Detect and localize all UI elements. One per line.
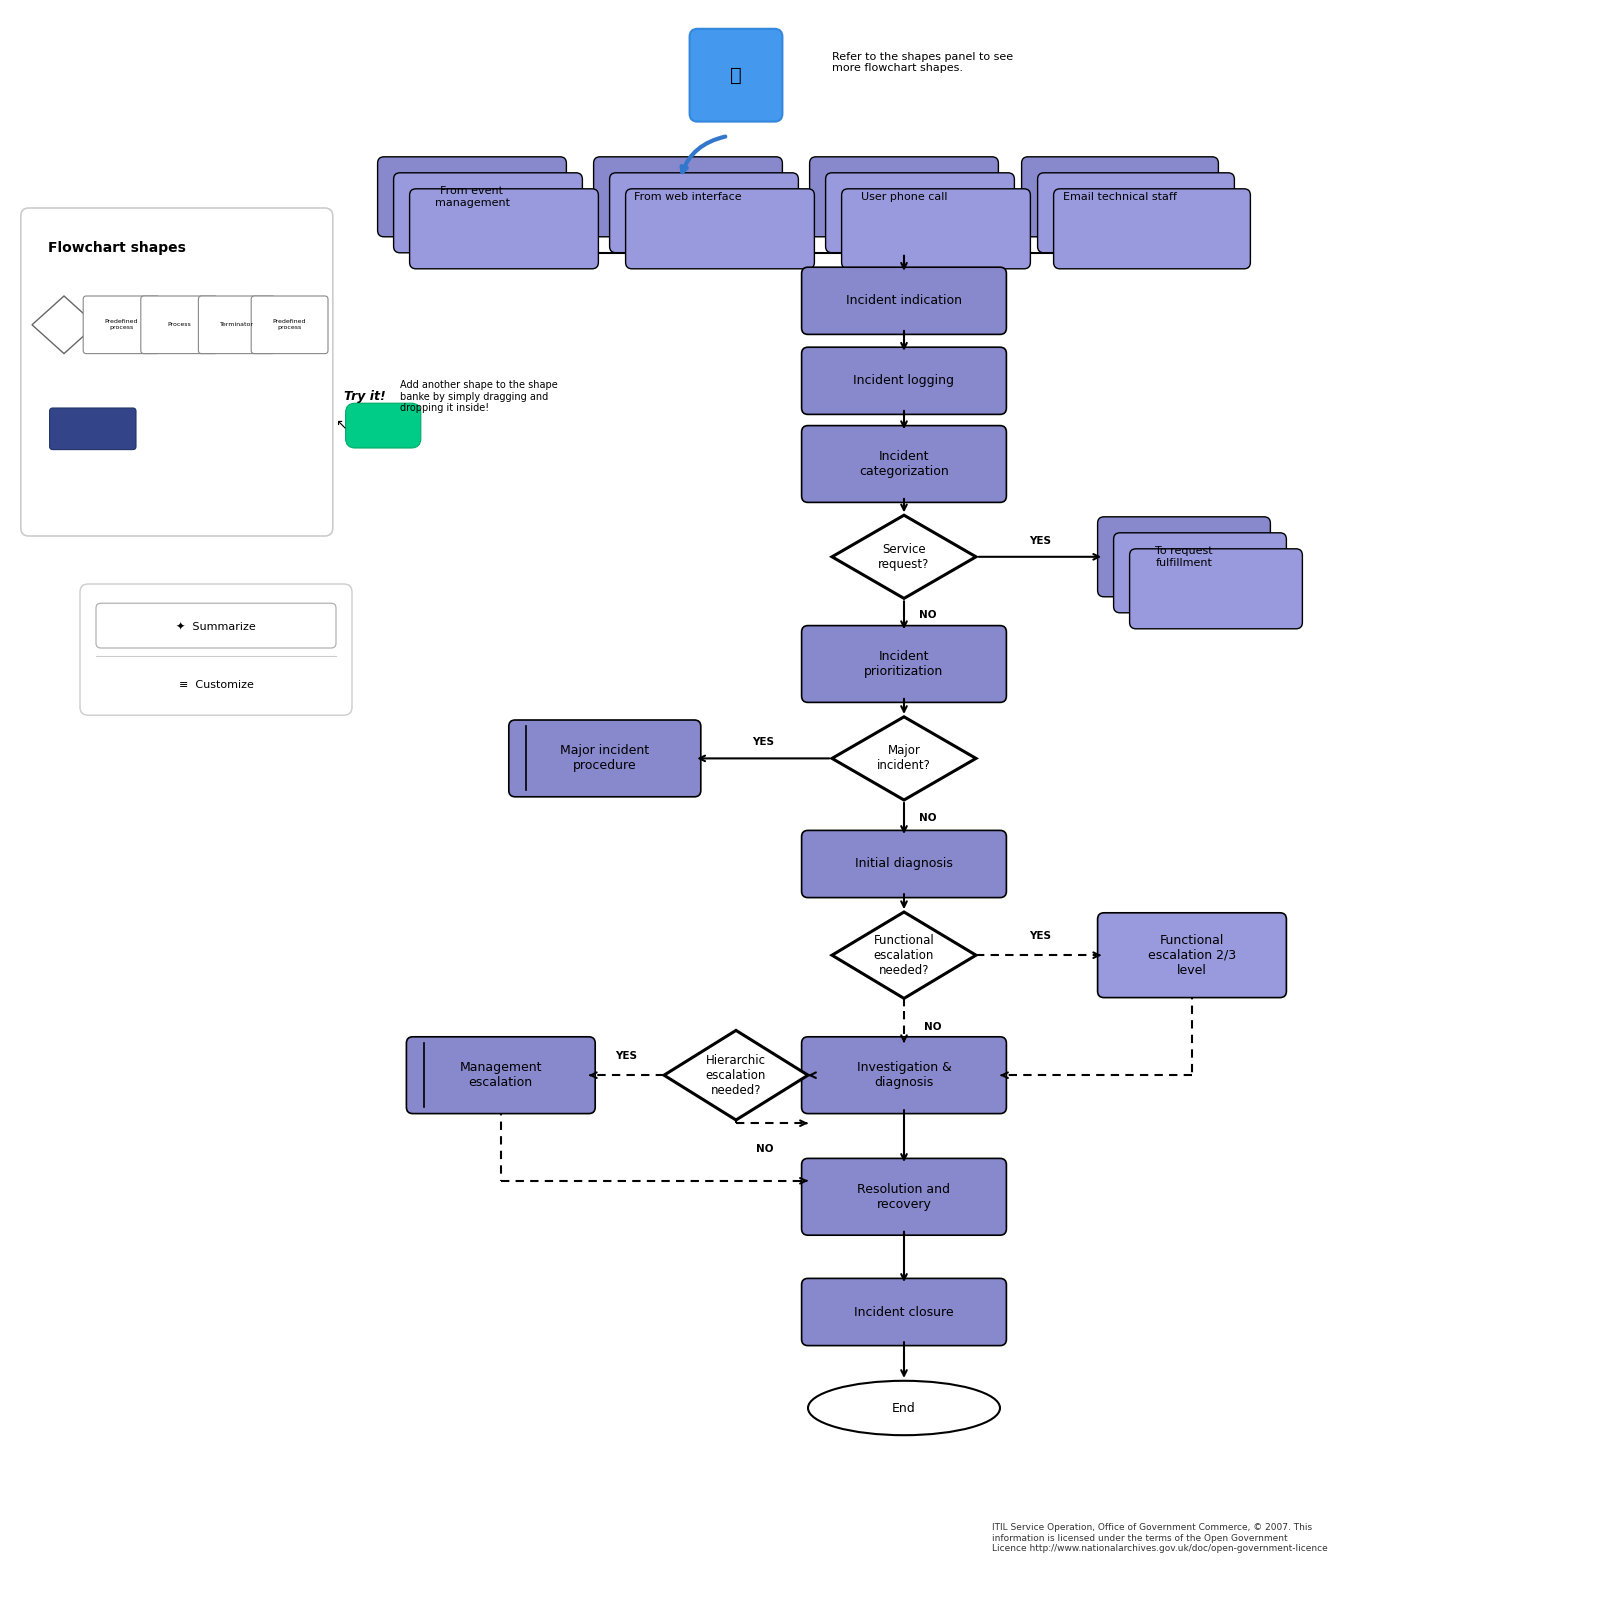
FancyBboxPatch shape [378, 157, 566, 237]
FancyBboxPatch shape [96, 603, 336, 648]
FancyBboxPatch shape [346, 403, 421, 448]
Text: Major
incident?: Major incident? [877, 744, 931, 773]
Text: Incident logging: Incident logging [853, 374, 955, 387]
Text: NO: NO [925, 1022, 941, 1032]
Text: From web interface: From web interface [634, 192, 742, 202]
FancyBboxPatch shape [1098, 517, 1270, 597]
Text: YES: YES [752, 738, 774, 747]
Text: Process: Process [168, 322, 190, 328]
Text: YES: YES [1029, 536, 1051, 546]
FancyBboxPatch shape [83, 296, 160, 354]
FancyBboxPatch shape [141, 296, 218, 354]
FancyBboxPatch shape [802, 347, 1006, 414]
FancyBboxPatch shape [826, 173, 1014, 253]
FancyBboxPatch shape [802, 426, 1006, 502]
FancyBboxPatch shape [690, 29, 782, 122]
Text: Management
escalation: Management escalation [459, 1061, 542, 1090]
FancyBboxPatch shape [802, 1158, 1006, 1235]
FancyBboxPatch shape [802, 1037, 1006, 1114]
FancyBboxPatch shape [1114, 533, 1286, 613]
FancyBboxPatch shape [1021, 157, 1219, 237]
Text: ✦  Summarize: ✦ Summarize [176, 622, 256, 632]
Text: Email technical staff: Email technical staff [1062, 192, 1178, 202]
FancyBboxPatch shape [1037, 173, 1235, 253]
Text: 💡: 💡 [730, 66, 742, 85]
FancyBboxPatch shape [80, 584, 352, 715]
Text: Add another shape to the shape
banke by simply dragging and
dropping it inside!: Add another shape to the shape banke by … [400, 381, 558, 413]
Text: To request
fulfillment: To request fulfillment [1155, 546, 1213, 568]
Text: Service
request?: Service request? [878, 542, 930, 571]
FancyBboxPatch shape [802, 830, 1006, 898]
FancyBboxPatch shape [1130, 549, 1302, 629]
FancyBboxPatch shape [594, 157, 782, 237]
Text: NO: NO [920, 610, 936, 621]
FancyBboxPatch shape [509, 720, 701, 797]
Text: Initial diagnosis: Initial diagnosis [854, 858, 954, 870]
Text: Refer to the shapes panel to see
more flowchart shapes.: Refer to the shapes panel to see more fl… [832, 51, 1013, 74]
FancyBboxPatch shape [50, 408, 136, 450]
FancyBboxPatch shape [1098, 912, 1286, 998]
Text: Functional
escalation 2/3
level: Functional escalation 2/3 level [1147, 934, 1237, 976]
FancyBboxPatch shape [842, 189, 1030, 269]
FancyBboxPatch shape [810, 157, 998, 237]
Text: ↖: ↖ [334, 418, 347, 430]
Polygon shape [832, 717, 976, 800]
Text: Investigation &
diagnosis: Investigation & diagnosis [856, 1061, 952, 1090]
FancyBboxPatch shape [1053, 189, 1251, 269]
Text: YES: YES [1029, 931, 1051, 941]
FancyBboxPatch shape [626, 189, 814, 269]
FancyBboxPatch shape [802, 1278, 1006, 1346]
Text: Incident closure: Incident closure [854, 1306, 954, 1318]
Text: Hierarchic
escalation
needed?: Hierarchic escalation needed? [706, 1054, 766, 1096]
FancyBboxPatch shape [21, 208, 333, 536]
Text: Predefined
process: Predefined process [106, 320, 138, 330]
Text: Resolution and
recovery: Resolution and recovery [858, 1182, 950, 1211]
Polygon shape [32, 296, 96, 354]
Text: End: End [893, 1402, 915, 1414]
Text: ≡  Customize: ≡ Customize [179, 680, 253, 690]
Polygon shape [832, 912, 976, 998]
Text: Incident
prioritization: Incident prioritization [864, 650, 944, 678]
FancyBboxPatch shape [394, 173, 582, 253]
Text: Try it!: Try it! [344, 390, 386, 403]
Text: Incident indication: Incident indication [846, 294, 962, 307]
Text: Major incident
procedure: Major incident procedure [560, 744, 650, 773]
FancyBboxPatch shape [802, 267, 1006, 334]
Polygon shape [832, 515, 976, 598]
Text: NO: NO [920, 813, 936, 824]
FancyBboxPatch shape [406, 1037, 595, 1114]
FancyBboxPatch shape [251, 296, 328, 354]
Polygon shape [664, 1030, 808, 1120]
FancyBboxPatch shape [610, 173, 798, 253]
Text: Predefined
process: Predefined process [274, 320, 306, 330]
Text: From event
management: From event management [435, 186, 509, 208]
FancyBboxPatch shape [198, 296, 275, 354]
Ellipse shape [808, 1381, 1000, 1435]
FancyBboxPatch shape [802, 626, 1006, 702]
Text: NO: NO [757, 1144, 773, 1154]
Text: ITIL Service Operation, Office of Government Commerce, © 2007. This
information : ITIL Service Operation, Office of Govern… [992, 1523, 1328, 1554]
Text: Flowchart shapes: Flowchart shapes [48, 242, 186, 254]
Text: User phone call: User phone call [861, 192, 947, 202]
Text: Functional
escalation
needed?: Functional escalation needed? [874, 934, 934, 976]
Text: YES: YES [616, 1051, 637, 1061]
Text: Incident
categorization: Incident categorization [859, 450, 949, 478]
FancyBboxPatch shape [410, 189, 598, 269]
Text: Terminator: Terminator [219, 322, 254, 328]
